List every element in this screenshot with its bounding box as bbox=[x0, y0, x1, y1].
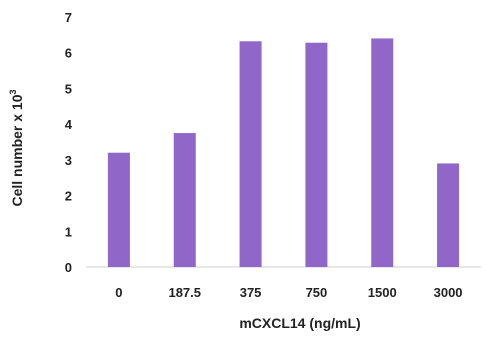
x-tick-label: 0 bbox=[115, 285, 122, 300]
x-tick-label: 187.5 bbox=[168, 285, 201, 300]
y-tick-label: 2 bbox=[65, 189, 72, 204]
bar bbox=[173, 133, 196, 267]
x-tick-label: 750 bbox=[306, 285, 328, 300]
x-tick-labels: 0 187.5 375 750 1500 3000 bbox=[115, 285, 462, 300]
y-axis-title: Cell number x 103 bbox=[8, 89, 25, 206]
y-axis-title-main: Cell number x 10 bbox=[9, 94, 25, 206]
x-axis-title: mCXCL14 (ng/mL) bbox=[239, 315, 360, 331]
x-tick-label: 1500 bbox=[368, 285, 397, 300]
y-tick-labels: 0 1 2 3 4 5 6 7 bbox=[65, 10, 73, 275]
bar bbox=[107, 152, 130, 267]
x-tick-label: 3000 bbox=[434, 285, 463, 300]
y-tick-label: 5 bbox=[65, 81, 72, 96]
y-tick-label: 1 bbox=[65, 224, 72, 239]
y-tick-label: 4 bbox=[65, 117, 73, 132]
y-tick-label: 6 bbox=[65, 46, 72, 61]
y-tick-label: 3 bbox=[65, 153, 72, 168]
y-axis-title-superscript: 3 bbox=[8, 89, 18, 94]
y-tick-label: 0 bbox=[65, 260, 72, 275]
bar bbox=[437, 163, 460, 267]
x-tick-label: 375 bbox=[240, 285, 262, 300]
y-tick-label: 7 bbox=[65, 10, 72, 25]
y-axis-title-group: Cell number x 103 bbox=[8, 89, 25, 206]
bar bbox=[305, 42, 328, 267]
bar bbox=[371, 38, 394, 267]
bar bbox=[239, 41, 262, 268]
bars bbox=[107, 38, 460, 268]
